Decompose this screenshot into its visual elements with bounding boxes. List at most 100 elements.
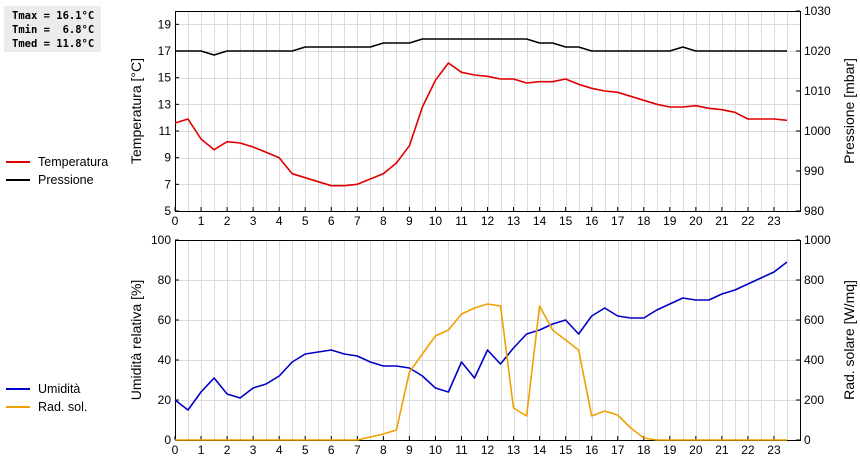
y-right-tick-label: 1030: [804, 4, 831, 18]
plot-frame: [175, 240, 801, 441]
tmin-text: Tmin = 6.8°C: [12, 24, 95, 36]
x-tick-label: 7: [354, 214, 361, 228]
x-tick-label: 22: [741, 443, 755, 457]
x-tick-label: 23: [767, 214, 781, 228]
x-tick-label: 14: [533, 443, 547, 457]
legend-item-umidita: Umidità: [6, 380, 87, 398]
chart-2: 0 1 2 3 4 5 6 7 8 9 10 11 12 13 14 15 16 17 18 19 20 21 22 2302…: [128, 233, 857, 457]
y-right-tick-label: 800: [804, 273, 824, 287]
x-tick-label: 4: [276, 443, 283, 457]
y-left-tick-label: 7: [164, 177, 171, 191]
legend-item-rad-sol: Rad. sol.: [6, 398, 87, 416]
plot-frame: [175, 11, 801, 212]
x-tick-label: 12: [481, 443, 495, 457]
y-left-axis-title: Temperatura [°C]: [128, 58, 144, 164]
y-right-tick-label: 990: [804, 164, 824, 178]
x-tick-label: 23: [767, 443, 781, 457]
y-left-tick-label: 19: [158, 17, 172, 31]
series-line-rad-sol: [175, 303, 787, 441]
tmed-text: Tmed = 11.8°C: [12, 38, 95, 50]
legend-swatch-temperatura: [6, 161, 30, 163]
series-line-pressione: [175, 38, 787, 56]
x-tick-label: 18: [637, 214, 651, 228]
y-right-tick-label: 0: [804, 433, 811, 447]
x-tick-label: 21: [715, 443, 729, 457]
x-tick-label: 7: [354, 443, 361, 457]
x-tick-label: 6: [328, 443, 335, 457]
legend-item-pressione: Pressione: [6, 171, 108, 189]
x-tick-label: 8: [380, 443, 387, 457]
y-right-axis-title: Rad. solare [W/mq]: [841, 280, 857, 400]
y-left-tick-label: 40: [158, 353, 172, 367]
tmax-text: Tmax = 16.1°C: [12, 10, 95, 22]
x-tick-label: 11: [455, 443, 468, 457]
legend-label-umidita: Umidità: [38, 382, 81, 396]
y-left-tick-label: 13: [158, 97, 172, 111]
x-tick-label: 3: [250, 443, 257, 457]
x-tick-label: 13: [507, 443, 521, 457]
x-tick-label: 19: [663, 214, 677, 228]
y-left-tick-label: 0: [164, 433, 171, 447]
y-left-tick-label: 100: [151, 233, 171, 247]
x-tick-label: 17: [611, 443, 625, 457]
x-tick-label: 19: [663, 443, 677, 457]
x-tick-label: 16: [585, 214, 599, 228]
x-tick-label: 17: [611, 214, 625, 228]
x-tick-label: 6: [328, 214, 335, 228]
x-tick-label: 3: [250, 214, 257, 228]
y-left-tick-label: 9: [164, 151, 171, 165]
y-left-tick-label: 17: [158, 44, 172, 58]
y-left-tick-label: 60: [158, 313, 172, 327]
x-tick-label: 20: [689, 214, 703, 228]
plot-area: [175, 11, 800, 211]
y-right-tick-label: 400: [804, 353, 824, 367]
y-left-tick-label: 20: [158, 393, 172, 407]
x-tick-label: 5: [302, 214, 309, 228]
x-tick-label: 2: [224, 443, 231, 457]
legend-bottom: Umidità Rad. sol.: [6, 380, 87, 416]
x-tick-label: 21: [715, 214, 729, 228]
x-tick-label: 22: [741, 214, 755, 228]
x-tick-label: 12: [481, 214, 495, 228]
y-left-tick-label: 5: [164, 204, 171, 218]
x-tick-label: 8: [380, 214, 387, 228]
legend-label-rad-sol: Rad. sol.: [38, 400, 88, 414]
series-line-temperatura: [174, 62, 788, 187]
plot-area: [175, 240, 800, 440]
y-right-axis-title: Pressione [mbar]: [841, 58, 857, 164]
x-tick-label: 1: [198, 214, 205, 228]
y-right-tick-label: 200: [804, 393, 824, 407]
x-tick-label: 1: [198, 443, 205, 457]
x-tick-label: 18: [637, 443, 651, 457]
legend-swatch-rad-sol: [6, 406, 30, 408]
legend-label-pressione: Pressione: [38, 173, 94, 187]
y-left-tick-label: 80: [158, 273, 172, 287]
y-right-tick-label: 600: [804, 313, 824, 327]
x-tick-label: 9: [406, 214, 413, 228]
y-right-tick-label: 1000: [804, 124, 831, 138]
x-tick-label: 13: [507, 214, 521, 228]
x-tick-label: 10: [429, 214, 443, 228]
legend-swatch-umidita: [6, 388, 30, 390]
y-left-tick-label: 11: [159, 124, 172, 138]
legend-swatch-pressione: [6, 179, 30, 181]
chart-1: 0 1 2 3 4 5 6 7 8 9 10 11 12 13 14 15 16 17 18 19 20 21 22 2357…: [128, 4, 857, 228]
x-tick-label: 9: [406, 443, 413, 457]
x-tick-label: 0: [172, 443, 179, 457]
series-line-umidit: [174, 261, 788, 411]
y-right-tick-label: 1000: [804, 233, 831, 247]
x-tick-label: 15: [559, 214, 573, 228]
x-tick-label: 11: [455, 214, 468, 228]
y-right-tick-label: 1010: [804, 84, 831, 98]
y-left-tick-label: 15: [158, 71, 172, 85]
x-tick-label: 15: [559, 443, 573, 457]
legend-top: Temperatura Pressione: [6, 153, 108, 189]
x-tick-label: 0: [172, 214, 179, 228]
stats-box: Tmax = 16.1°C Tmin = 6.8°C Tmed = 11.8°C: [4, 6, 101, 52]
x-tick-label: 10: [429, 443, 443, 457]
x-tick-label: 20: [689, 443, 703, 457]
legend-item-temperatura: Temperatura: [6, 153, 108, 171]
y-right-tick-label: 1020: [804, 44, 831, 58]
x-tick-label: 16: [585, 443, 599, 457]
